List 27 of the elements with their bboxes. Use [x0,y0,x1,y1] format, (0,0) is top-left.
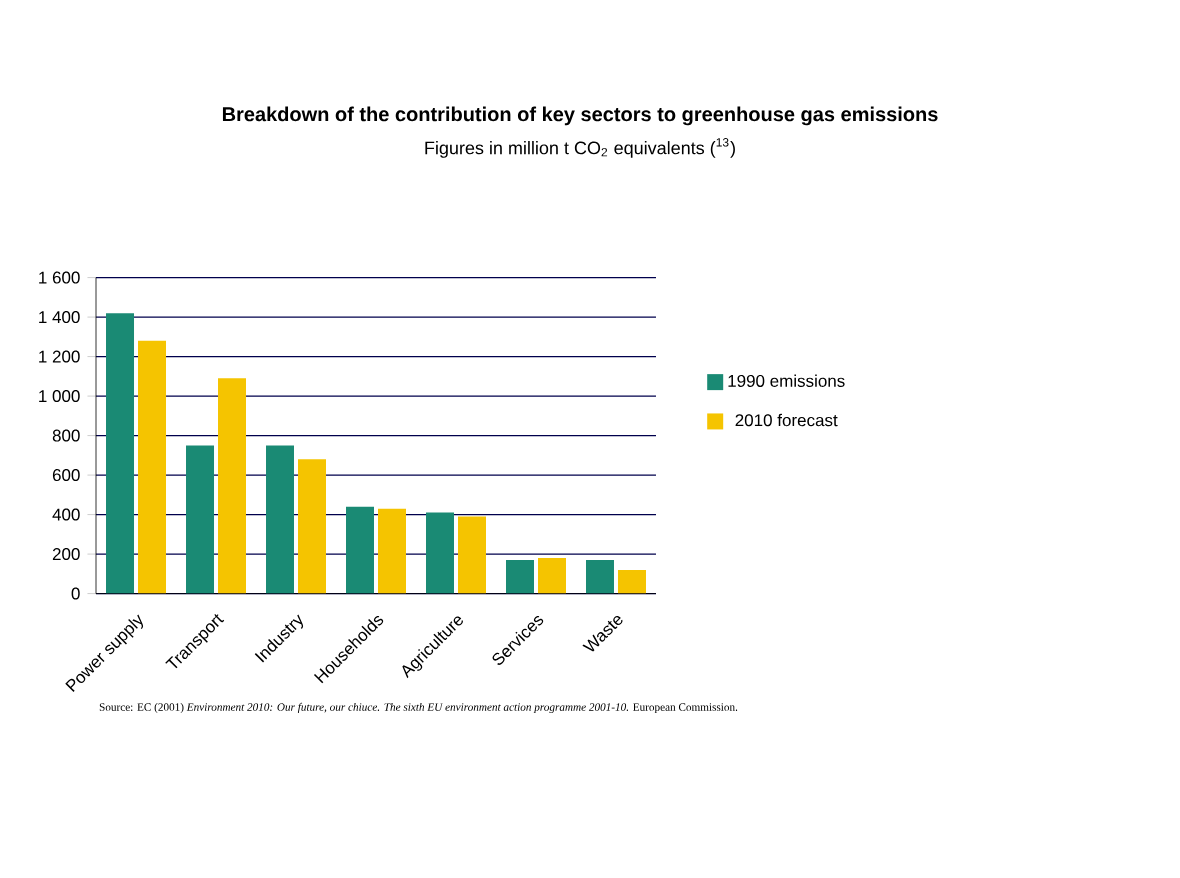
chart-title: Breakdown of the contribution of key sectors to greenhouse gas emissions [222,106,938,126]
bar [138,340,167,594]
bar [458,516,486,594]
bar [426,512,454,594]
y-tick-label: 1 200 [39,350,80,363]
legend-label: 2010 forecast [735,413,838,427]
y-tick-label: 0 [71,587,80,600]
bar [538,558,566,594]
bar [186,445,215,594]
bar [346,506,374,594]
y-tick-label: 1 600 [39,271,80,284]
bar [617,569,646,594]
legend-label: 1990 emissions [728,374,845,387]
bar [298,459,326,594]
bar [506,560,534,594]
y-tick-label: 800 [52,429,80,442]
bar [586,560,614,594]
y-tick-label: 1 000 [39,390,80,403]
y-tick-label: 400 [52,508,80,521]
bar [106,313,135,594]
y-tick-label: 200 [52,548,80,561]
bar [266,445,294,594]
bar [218,378,247,594]
chart-subtitle: Figures in million t CO$_{2}$ equivalents ($^{13}$) [425,138,735,158]
y-tick-label: 1 400 [39,311,80,324]
bar [378,508,406,594]
y-tick-label: 600 [52,469,80,482]
